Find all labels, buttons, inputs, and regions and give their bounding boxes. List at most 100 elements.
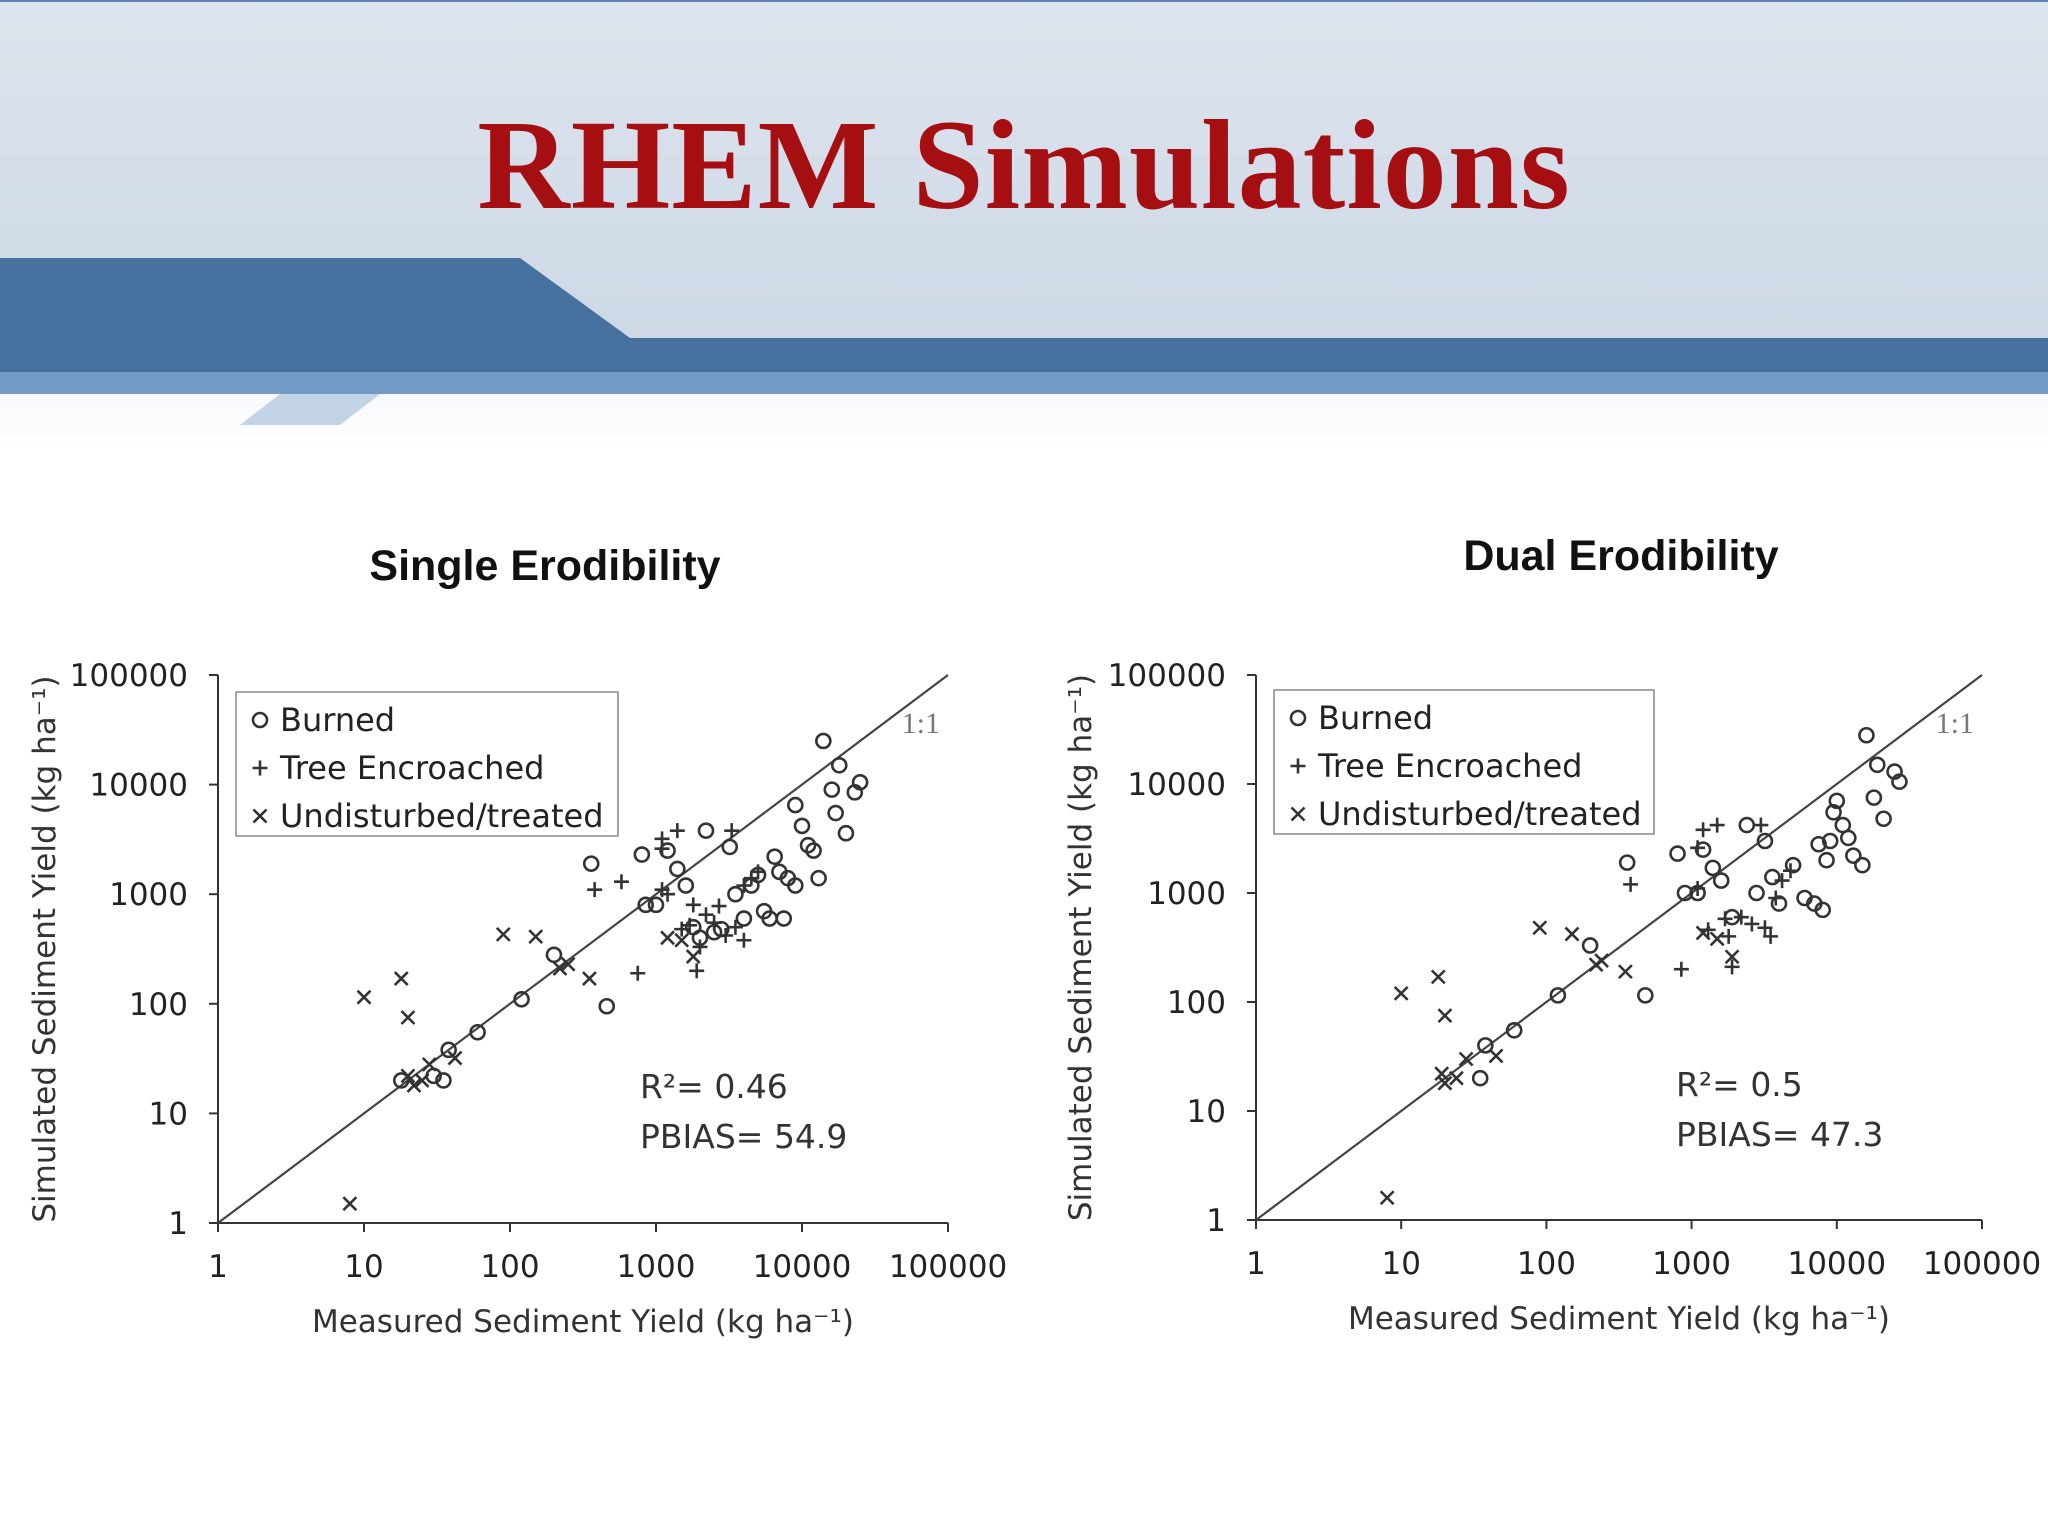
- series-undisturbed-treated: [1379, 920, 1740, 1206]
- header-band-light: [0, 372, 2048, 394]
- tree-encroached-point-5: [1700, 922, 1716, 938]
- tree-encroached-point-16: [1774, 873, 1790, 889]
- undisturbed-point-14: [660, 930, 675, 946]
- burned-point-27: [766, 848, 783, 865]
- burned-point-11: [647, 896, 665, 914]
- series-tree-encroached: [1623, 817, 1799, 977]
- tree-encroached-point-5: [654, 831, 670, 847]
- pbias-label: PBIAS=: [640, 1117, 774, 1156]
- burned-point-22: [735, 910, 753, 927]
- pbias-label: PBIAS=: [1676, 1115, 1810, 1154]
- tree-encroached-point-legend: [1290, 758, 1306, 774]
- burned-point-19: [1784, 856, 1802, 874]
- x-tick-label: 1: [208, 1249, 228, 1285]
- burned-point-17: [1764, 868, 1781, 886]
- burned-point-34: [1868, 756, 1886, 774]
- burned-point-36: [810, 869, 827, 887]
- undisturbed-point-legend: [252, 808, 268, 824]
- undisturbed-point-13: [582, 971, 597, 986]
- series-tree-encroached: [587, 823, 766, 981]
- tree-encroached-point-15: [1768, 890, 1784, 906]
- burned-point-2: [1505, 1022, 1523, 1039]
- burned-point-14: [1738, 816, 1756, 834]
- r2-label: R²=: [640, 1067, 714, 1106]
- undisturbed-point-10: [528, 929, 544, 945]
- tree-encroached-point-0: [1623, 876, 1639, 892]
- undisturbed-point-2: [393, 971, 409, 986]
- burned-point-24: [1818, 851, 1835, 869]
- tree-encroached-point-4: [1695, 822, 1711, 838]
- legend-entry-label: Burned: [280, 701, 395, 739]
- slide-title: RHEM Simulations: [477, 94, 1571, 236]
- x-tick-label: 10000: [1787, 1246, 1886, 1282]
- tree-encroached-point-20: [736, 878, 752, 894]
- undisturbed-point-11: [552, 961, 568, 976]
- burned-point-31: [1854, 856, 1871, 874]
- burned-point-31: [787, 877, 804, 894]
- burned-point-13: [669, 860, 686, 878]
- tree-encroached-point-11: [689, 963, 705, 979]
- x-tick-label: 100000: [889, 1249, 1007, 1285]
- x-tick-label: 10000: [753, 1249, 852, 1285]
- burned-point-0: [1471, 1069, 1489, 1087]
- undisturbed-point-legend: [1290, 806, 1306, 822]
- burned-point-27: [1828, 792, 1846, 810]
- pbias-value: 47.3: [1810, 1115, 1883, 1154]
- y-axis-label: Simulated Sediment Yield (kg ha⁻¹): [1063, 674, 1099, 1221]
- undisturbed-point-5: [406, 1078, 422, 1093]
- tree-encroached-point-9: [682, 917, 698, 933]
- burned-point-26: [1825, 804, 1842, 821]
- undisturbed-point-8: [1488, 1048, 1504, 1064]
- y-tick-label: 1000: [1147, 876, 1226, 912]
- y-axis-label: Simulated Sediment Yield (kg ha⁻¹): [27, 675, 63, 1222]
- undisturbed-point-4: [1437, 1008, 1453, 1024]
- undisturbed-point-16: [1724, 949, 1740, 965]
- header-band-accent: [240, 394, 380, 425]
- y-tick-label: 10000: [89, 768, 188, 804]
- tree-encroached-point-9: [1724, 959, 1740, 975]
- burned-point-37: [1891, 773, 1908, 790]
- undisturbed-point-0: [1379, 1190, 1395, 1206]
- r2-value: 0.46: [714, 1067, 787, 1106]
- burned-point-6: [545, 946, 563, 964]
- tree-encroached-point-1: [613, 874, 629, 890]
- series-undisturbed-treated: [342, 926, 701, 1212]
- burned-point-35: [805, 842, 822, 859]
- burned-point-3: [1549, 987, 1567, 1004]
- one-to-one-line: [1255, 674, 1983, 1221]
- x-tick-label: 1: [1246, 1246, 1266, 1282]
- x-tick-label: 100: [1517, 1246, 1576, 1282]
- undisturbed-point-8: [447, 1050, 463, 1066]
- y-tick-label: 1: [168, 1206, 188, 1242]
- y-tick-label: 1: [1206, 1203, 1226, 1239]
- tree-encroached-point-6: [660, 886, 676, 902]
- chart-title: Single Erodibility: [369, 542, 720, 590]
- pbias-annotation: PBIAS= 47.3: [1676, 1115, 1883, 1154]
- header-border: [0, 0, 2048, 2]
- undisturbed-point-14: [1695, 925, 1711, 941]
- burned-point-33: [793, 817, 811, 835]
- burned-point-9: [633, 846, 651, 863]
- y-tick-label: 100000: [70, 658, 188, 694]
- undisturbed-point-3: [400, 1068, 416, 1084]
- tree-encroached-point-1: [1673, 961, 1689, 977]
- undisturbed-point-7: [1458, 1051, 1474, 1067]
- burned-point-14: [677, 877, 695, 894]
- burned-point-25: [1821, 832, 1839, 850]
- legend-entry-label: Tree Encroached: [279, 749, 544, 787]
- legend: Burned Tree Encroached Undisturbed/treated: [1273, 689, 1655, 835]
- pbias-value: 54.9: [774, 1117, 847, 1156]
- burned-point-7: [582, 855, 600, 872]
- tree-encroached-point-10: [685, 897, 701, 913]
- burned-point-30: [1845, 847, 1862, 864]
- burned-point-21: [727, 885, 744, 903]
- chart-title: Dual Erodibility: [1463, 532, 1778, 580]
- y-tick-label: 10: [1187, 1094, 1226, 1130]
- x-tick-label: 1000: [1652, 1246, 1731, 1282]
- burned-point-43: [851, 773, 869, 791]
- tree-encroached-point-22: [750, 864, 766, 880]
- tree-encroached-point-8: [674, 921, 690, 937]
- tree-encroached-point-14: [706, 915, 722, 931]
- burned-point-3: [440, 1041, 457, 1059]
- r2-value: 0.5: [1750, 1065, 1802, 1104]
